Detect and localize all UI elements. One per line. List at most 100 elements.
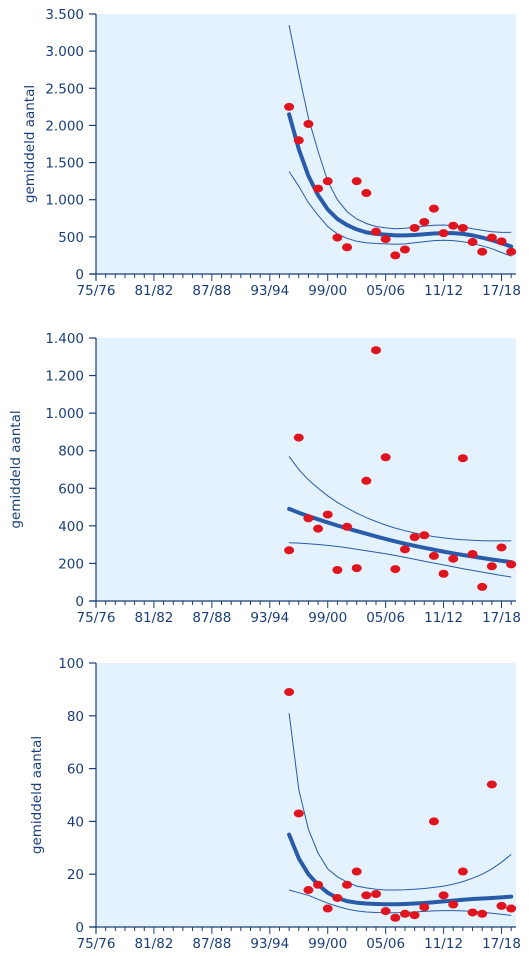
data-point: [419, 531, 430, 540]
y-tick-label: 400: [58, 519, 84, 535]
upper-confidence-line: [288, 25, 512, 233]
x-tick-label: 87/88: [192, 283, 231, 299]
data-point: [438, 891, 449, 900]
lower-confidence-line: [289, 542, 512, 578]
data-point: [409, 911, 420, 920]
data-point: [390, 913, 401, 922]
data-point: [293, 809, 304, 818]
x-tick-label: 93/94: [250, 283, 289, 299]
data-point: [361, 189, 372, 198]
data-point: [322, 177, 333, 186]
data-point: [496, 237, 507, 246]
x-tick-label: 81/82: [134, 610, 173, 626]
trend-line: [287, 112, 514, 249]
x-tick-label: 17/18: [482, 936, 521, 952]
y-tick-label: 3.500: [45, 7, 84, 23]
x-tick-label: 75/76: [77, 283, 116, 299]
y-tick-label: 0: [75, 267, 84, 283]
y-axis-title: gemiddeld aantal: [8, 410, 24, 528]
data-point: [467, 550, 478, 559]
x-tick-label: 11/12: [424, 610, 463, 626]
data-point: [380, 235, 391, 244]
data-point: [390, 251, 401, 260]
data-point: [448, 554, 459, 563]
y-tick-label: 2.000: [45, 118, 84, 134]
x-tick-label: 99/00: [308, 283, 347, 299]
upper-confidence-line: [288, 456, 512, 542]
data-point: [380, 907, 391, 916]
data-point: [380, 453, 391, 462]
y-tick-label: 1.000: [45, 406, 84, 422]
data-point: [399, 909, 410, 918]
data-point: [409, 223, 420, 232]
y-tick-label: 60: [67, 762, 84, 778]
y-tick-label: 500: [58, 230, 84, 246]
data-point: [284, 688, 295, 697]
plot-area: [96, 338, 516, 601]
y-tick-label: 800: [58, 444, 84, 460]
y-tick-label: 80: [67, 709, 84, 725]
data-point: [371, 890, 381, 898]
data-point: [438, 229, 449, 238]
data-point: [419, 218, 430, 226]
y-tick-label: 1.500: [45, 156, 84, 172]
data-point: [399, 245, 410, 254]
chart-1: 0 500 1.000 1.500 2.000 2.500 3.000 3.500 75/76 8…: [22, 7, 521, 299]
chart-2: 0 200 400 600 800 1.000 1.200 1.400 75/76 81/82 87…: [8, 331, 521, 626]
data-point: [477, 582, 488, 591]
x-tick-label: 99/00: [308, 610, 347, 626]
plot-area: [96, 663, 516, 927]
data-point: [371, 227, 381, 236]
data-point: [390, 565, 401, 574]
data-point: [351, 564, 362, 573]
data-point: [457, 867, 468, 876]
data-point: [361, 476, 372, 485]
x-tick-label: 05/06: [366, 610, 405, 626]
x-tick-label: 17/18: [482, 610, 521, 626]
data-point: [457, 454, 468, 463]
y-tick-label: 1.200: [45, 369, 84, 385]
data-point: [342, 522, 353, 531]
y-tick-label: 1.000: [45, 193, 84, 209]
data-point: [332, 233, 343, 242]
data-point: [506, 247, 517, 256]
upper-confidence-line: [288, 713, 512, 891]
x-tick-label: 93/94: [250, 936, 289, 952]
data-point: [486, 233, 497, 242]
data-point: [293, 433, 304, 442]
data-point: [486, 780, 497, 789]
y-tick-label: 0: [75, 594, 84, 610]
data-point: [496, 543, 507, 552]
data-point: [428, 204, 439, 213]
data-point: [303, 514, 314, 523]
data-point: [293, 136, 304, 145]
data-point: [303, 886, 314, 895]
x-tick-label: 11/12: [424, 936, 463, 952]
x-tick-label: 81/82: [134, 283, 173, 299]
data-point: [428, 817, 439, 826]
data-point: [322, 904, 333, 913]
data-point: [284, 102, 295, 111]
y-tick-label: 3.000: [45, 44, 84, 60]
data-point: [419, 903, 430, 912]
y-tick-label: 600: [58, 481, 84, 497]
data-point: [506, 560, 517, 569]
data-point: [332, 893, 343, 902]
data-point: [361, 891, 372, 900]
data-point: [457, 223, 468, 232]
data-point: [351, 867, 362, 876]
x-tick-label: 87/88: [192, 610, 231, 626]
x-tick-label: 05/06: [366, 283, 405, 299]
data-point: [467, 238, 478, 247]
data-point: [409, 533, 420, 542]
data-point: [322, 510, 333, 519]
data-point: [486, 562, 497, 571]
y-tick-label: 40: [67, 814, 84, 830]
data-point: [351, 177, 362, 186]
x-tick-label: 17/18: [482, 283, 521, 299]
y-tick-label: 20: [67, 867, 84, 883]
y-axis-title: gemiddeld aantal: [22, 85, 38, 203]
data-point: [313, 524, 324, 533]
y-tick-label: 100: [58, 656, 84, 672]
